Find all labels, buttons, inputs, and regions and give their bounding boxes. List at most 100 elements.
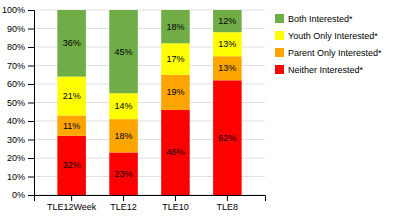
legend: Both Interested* Youth Only Interested* Pa…	[275, 14, 382, 75]
legend-item: Neither Interested*	[275, 65, 364, 75]
y-tick-mark	[28, 10, 34, 11]
bar	[109, 152, 138, 195]
y-tick-label: 10%	[7, 172, 25, 182]
x-tick-mark	[71, 195, 72, 201]
bar	[161, 110, 190, 195]
bar	[57, 115, 86, 135]
y-axis-line	[28, 11, 35, 196]
bar	[57, 10, 86, 77]
y-tick: 30%	[7, 135, 34, 145]
x-tick: TLE10	[162, 195, 189, 212]
data-label: 36%	[63, 38, 81, 48]
bar	[109, 119, 138, 152]
bars	[57, 10, 241, 195]
x-axis: TLE12Week TLE12 TLE10 TLE8	[35, 195, 266, 212]
data-label: 11%	[63, 121, 80, 131]
data-label: 13%	[218, 39, 236, 49]
bar	[161, 75, 190, 110]
y-tick: 80%	[7, 42, 34, 52]
data-label: 21%	[63, 91, 81, 101]
legend-label: Both Interested*	[288, 14, 353, 24]
y-tick-mark	[28, 177, 34, 178]
data-label: 62%	[218, 133, 236, 143]
y-tick: 10%	[7, 172, 34, 182]
plot-area: 32% 23% 46% 62% 11% 18% 19% 13% 21% 14% 17% 13% 36% 4…	[2, 5, 266, 212]
legend-swatch	[275, 48, 284, 57]
x-tick-label: TLE12	[110, 202, 137, 212]
y-tick-mark	[28, 66, 34, 67]
y-tick-mark	[28, 47, 34, 48]
data-label: 46%	[166, 147, 184, 157]
y-tick-mark	[28, 140, 34, 141]
y-tick-label: 0%	[12, 190, 25, 200]
data-label: 32%	[63, 160, 81, 170]
bar	[109, 93, 138, 119]
y-tick-mark	[28, 195, 34, 196]
bar	[57, 136, 86, 195]
y-tick-label: 20%	[7, 153, 25, 163]
y-tick-label: 80%	[7, 42, 25, 52]
series	[57, 10, 241, 93]
y-tick-label: 30%	[7, 135, 25, 145]
grid	[34, 10, 265, 195]
x-tick-mark	[123, 195, 124, 201]
legend-label: Youth Only Interested*	[288, 31, 378, 41]
legend-swatch	[275, 65, 284, 74]
y-tick-label: 70%	[7, 61, 25, 71]
legend-label: Parent Only Interested*	[288, 48, 382, 58]
bar	[109, 10, 138, 93]
data-label: 18%	[115, 131, 133, 141]
legend-item: Parent Only Interested*	[275, 48, 382, 58]
data-label: 12%	[218, 16, 236, 26]
data-label: 45%	[115, 47, 133, 57]
y-tick: 90%	[7, 24, 34, 34]
chart: 32% 23% 46% 62% 11% 18% 19% 13% 21% 14% 17% 13% 36% 4…	[0, 0, 400, 217]
y-tick-mark	[28, 84, 34, 85]
bar	[213, 56, 242, 80]
x-tick: TLE12	[110, 195, 137, 212]
y-tick: 40%	[7, 116, 34, 126]
x-tick: TLE12Week	[47, 195, 97, 212]
bar	[213, 10, 242, 32]
x-tick-mark	[227, 195, 228, 201]
y-tick-mark	[28, 103, 34, 104]
legend-swatch	[275, 14, 284, 23]
y-tick-label: 100%	[2, 5, 25, 15]
x-tick-mark	[175, 195, 176, 201]
data-label: 19%	[166, 87, 184, 97]
data-labels: 32% 23% 46% 62% 11% 18% 19% 13% 21% 14% 17% 13% 36% 4…	[63, 16, 237, 179]
data-label: 14%	[115, 101, 133, 111]
y-tick: 0%	[12, 190, 34, 200]
data-label: 13%	[218, 63, 236, 73]
x-tick: TLE8	[217, 195, 239, 212]
legend-label: Neither Interested*	[288, 65, 364, 75]
y-tick-label: 60%	[7, 79, 25, 89]
x-tick-label: TLE8	[217, 202, 239, 212]
x-tick-label: TLE10	[162, 202, 189, 212]
y-tick: 70%	[7, 61, 34, 71]
y-tick: 20%	[7, 153, 34, 163]
y-tick-mark	[28, 158, 34, 159]
y-tick-label: 90%	[7, 24, 25, 34]
y-tick: 60%	[7, 79, 34, 89]
legend-item: Youth Only Interested*	[275, 31, 378, 41]
x-tick-label: TLE12Week	[47, 202, 97, 212]
y-tick: 50%	[7, 98, 34, 108]
data-label: 18%	[166, 22, 184, 32]
bar	[161, 43, 190, 74]
y-tick-label: 50%	[7, 98, 25, 108]
legend-swatch	[275, 31, 284, 40]
bar	[161, 10, 190, 43]
y-tick-mark	[28, 29, 34, 30]
y-axis: 0% 10% 20% 30% 40% 50% 60% 70% 80% 90% 100%	[2, 5, 35, 200]
chart-container: 32% 23% 46% 62% 11% 18% 19% 13% 21% 14% 17% 13% 36% 4…	[0, 0, 400, 217]
y-tick-label: 40%	[7, 116, 25, 126]
legend-item: Both Interested*	[275, 14, 353, 24]
bar	[213, 32, 242, 56]
data-label: 23%	[115, 169, 133, 179]
y-tick: 100%	[2, 5, 34, 15]
data-label: 17%	[166, 54, 184, 64]
bar	[213, 80, 242, 195]
y-tick-mark	[28, 121, 34, 122]
x-axis-line	[35, 196, 266, 202]
